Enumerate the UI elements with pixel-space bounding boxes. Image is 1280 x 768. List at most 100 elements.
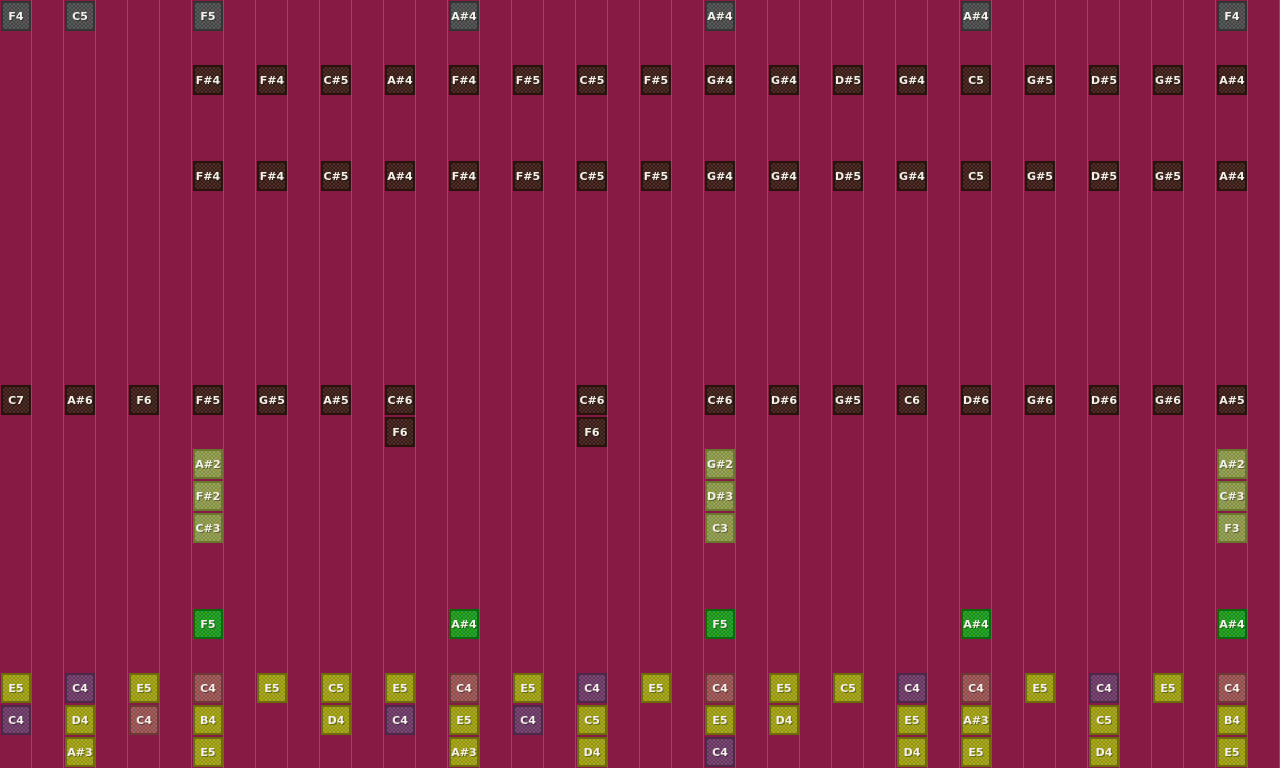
note-block-pale[interactable]: A#2 (193, 449, 223, 479)
note-block-purple[interactable]: C4 (1089, 673, 1119, 703)
note-block-dark[interactable]: F#4 (449, 65, 479, 95)
note-block-lime[interactable]: E5 (641, 673, 671, 703)
note-block-dark[interactable]: G#5 (257, 385, 287, 415)
note-block-dark[interactable]: D#5 (833, 161, 863, 191)
note-block-lime[interactable]: D4 (897, 737, 927, 767)
note-block-dark[interactable]: G#4 (705, 161, 735, 191)
note-block-pale[interactable]: A#2 (1217, 449, 1247, 479)
note-block-purple[interactable]: C4 (513, 705, 543, 735)
note-block-gray[interactable]: F5 (193, 1, 223, 31)
note-block-lime[interactable]: E5 (449, 705, 479, 735)
note-block-dark[interactable]: G#6 (1153, 385, 1183, 415)
note-block-dark[interactable]: G#5 (833, 385, 863, 415)
note-block-pale[interactable]: D#3 (705, 481, 735, 511)
note-block-lime[interactable]: E5 (1025, 673, 1055, 703)
note-block-dark[interactable]: G#6 (1025, 385, 1055, 415)
note-block-dark[interactable]: F6 (385, 417, 415, 447)
note-block-dark[interactable]: G#4 (897, 161, 927, 191)
note-block-purple[interactable]: C4 (1, 705, 31, 735)
note-block-dark[interactable]: C#5 (321, 65, 351, 95)
note-block-lime[interactable]: D4 (1089, 737, 1119, 767)
note-block-lime[interactable]: A#3 (449, 737, 479, 767)
note-block-dark[interactable]: D#5 (1089, 65, 1119, 95)
note-block-dark[interactable]: F#5 (513, 161, 543, 191)
note-block-dark[interactable]: A#4 (1217, 65, 1247, 95)
note-block-dark[interactable]: D#6 (1089, 385, 1119, 415)
note-block-green[interactable]: A#4 (1217, 609, 1247, 639)
note-block-dark[interactable]: F6 (129, 385, 159, 415)
note-block-dark[interactable]: F#4 (257, 161, 287, 191)
note-block-dark[interactable]: C#5 (577, 161, 607, 191)
note-block-dark[interactable]: F#4 (193, 65, 223, 95)
note-block-dark[interactable]: A#4 (385, 161, 415, 191)
note-block-dark[interactable]: C#6 (705, 385, 735, 415)
note-block-lime[interactable]: E5 (129, 673, 159, 703)
note-block-dark[interactable]: F6 (577, 417, 607, 447)
note-block-dark[interactable]: A#5 (1217, 385, 1247, 415)
note-block-dark[interactable]: D#5 (833, 65, 863, 95)
note-block-dark[interactable]: F#5 (641, 65, 671, 95)
note-block-lime[interactable]: C5 (833, 673, 863, 703)
note-block-lime[interactable]: E5 (257, 673, 287, 703)
note-block-dark[interactable]: F#4 (449, 161, 479, 191)
note-block-lime[interactable]: E5 (897, 705, 927, 735)
note-block-gray[interactable]: C5 (65, 1, 95, 31)
note-block-purple[interactable]: C4 (897, 673, 927, 703)
note-block-dark[interactable]: G#5 (1025, 161, 1055, 191)
note-block-green[interactable]: F5 (705, 609, 735, 639)
note-block-lime[interactable]: D4 (65, 705, 95, 735)
note-block-pale[interactable]: G#2 (705, 449, 735, 479)
note-block-lime[interactable]: E5 (1153, 673, 1183, 703)
note-block-dark[interactable]: F#4 (257, 65, 287, 95)
note-block-lime[interactable]: E5 (705, 705, 735, 735)
note-block-purple[interactable]: C4 (705, 737, 735, 767)
note-block-lime[interactable]: A#3 (961, 705, 991, 735)
note-block-dark[interactable]: C5 (961, 65, 991, 95)
note-block-gray[interactable]: F4 (1, 1, 31, 31)
note-block-purple[interactable]: C4 (385, 705, 415, 735)
note-block-dark[interactable]: G#5 (1153, 65, 1183, 95)
note-block-lime[interactable]: E5 (769, 673, 799, 703)
note-block-red[interactable]: C4 (193, 673, 223, 703)
note-block-red[interactable]: C4 (449, 673, 479, 703)
note-block-lime[interactable]: E5 (193, 737, 223, 767)
note-block-lime[interactable]: C5 (577, 705, 607, 735)
note-block-gray[interactable]: F4 (1217, 1, 1247, 31)
note-block-dark[interactable]: F#4 (193, 161, 223, 191)
note-block-red[interactable]: C4 (1217, 673, 1247, 703)
note-block-gray[interactable]: A#4 (705, 1, 735, 31)
note-block-pale[interactable]: F#2 (193, 481, 223, 511)
note-block-red[interactable]: C4 (129, 705, 159, 735)
note-block-dark[interactable]: C#6 (385, 385, 415, 415)
note-block-lime[interactable]: E5 (385, 673, 415, 703)
note-block-lime[interactable]: A#3 (65, 737, 95, 767)
note-block-lime[interactable]: B4 (1217, 705, 1247, 735)
note-block-dark[interactable]: C7 (1, 385, 31, 415)
note-block-purple[interactable]: C4 (65, 673, 95, 703)
note-block-lime[interactable]: B4 (193, 705, 223, 735)
note-block-dark[interactable]: A#4 (1217, 161, 1247, 191)
note-block-lime[interactable]: D4 (321, 705, 351, 735)
note-block-gray[interactable]: A#4 (961, 1, 991, 31)
note-block-lime[interactable]: D4 (769, 705, 799, 735)
note-block-red[interactable]: C4 (705, 673, 735, 703)
note-block-green[interactable]: A#4 (961, 609, 991, 639)
note-block-dark[interactable]: A#4 (385, 65, 415, 95)
note-block-dark[interactable]: G#4 (769, 161, 799, 191)
note-block-pale[interactable]: C#3 (193, 513, 223, 543)
note-block-red[interactable]: C4 (961, 673, 991, 703)
note-block-dark[interactable]: C6 (897, 385, 927, 415)
note-block-green[interactable]: A#4 (449, 609, 479, 639)
note-block-dark[interactable]: G#5 (1153, 161, 1183, 191)
note-block-green[interactable]: F5 (193, 609, 223, 639)
note-block-dark[interactable]: G#4 (705, 65, 735, 95)
note-block-dark[interactable]: C#6 (577, 385, 607, 415)
note-block-lime[interactable]: C5 (1089, 705, 1119, 735)
note-block-gray[interactable]: A#4 (449, 1, 479, 31)
note-block-dark[interactable]: D#5 (1089, 161, 1119, 191)
note-block-lime[interactable]: E5 (961, 737, 991, 767)
note-block-purple[interactable]: C4 (577, 673, 607, 703)
note-block-lime[interactable]: E5 (1217, 737, 1247, 767)
note-block-dark[interactable]: C5 (961, 161, 991, 191)
